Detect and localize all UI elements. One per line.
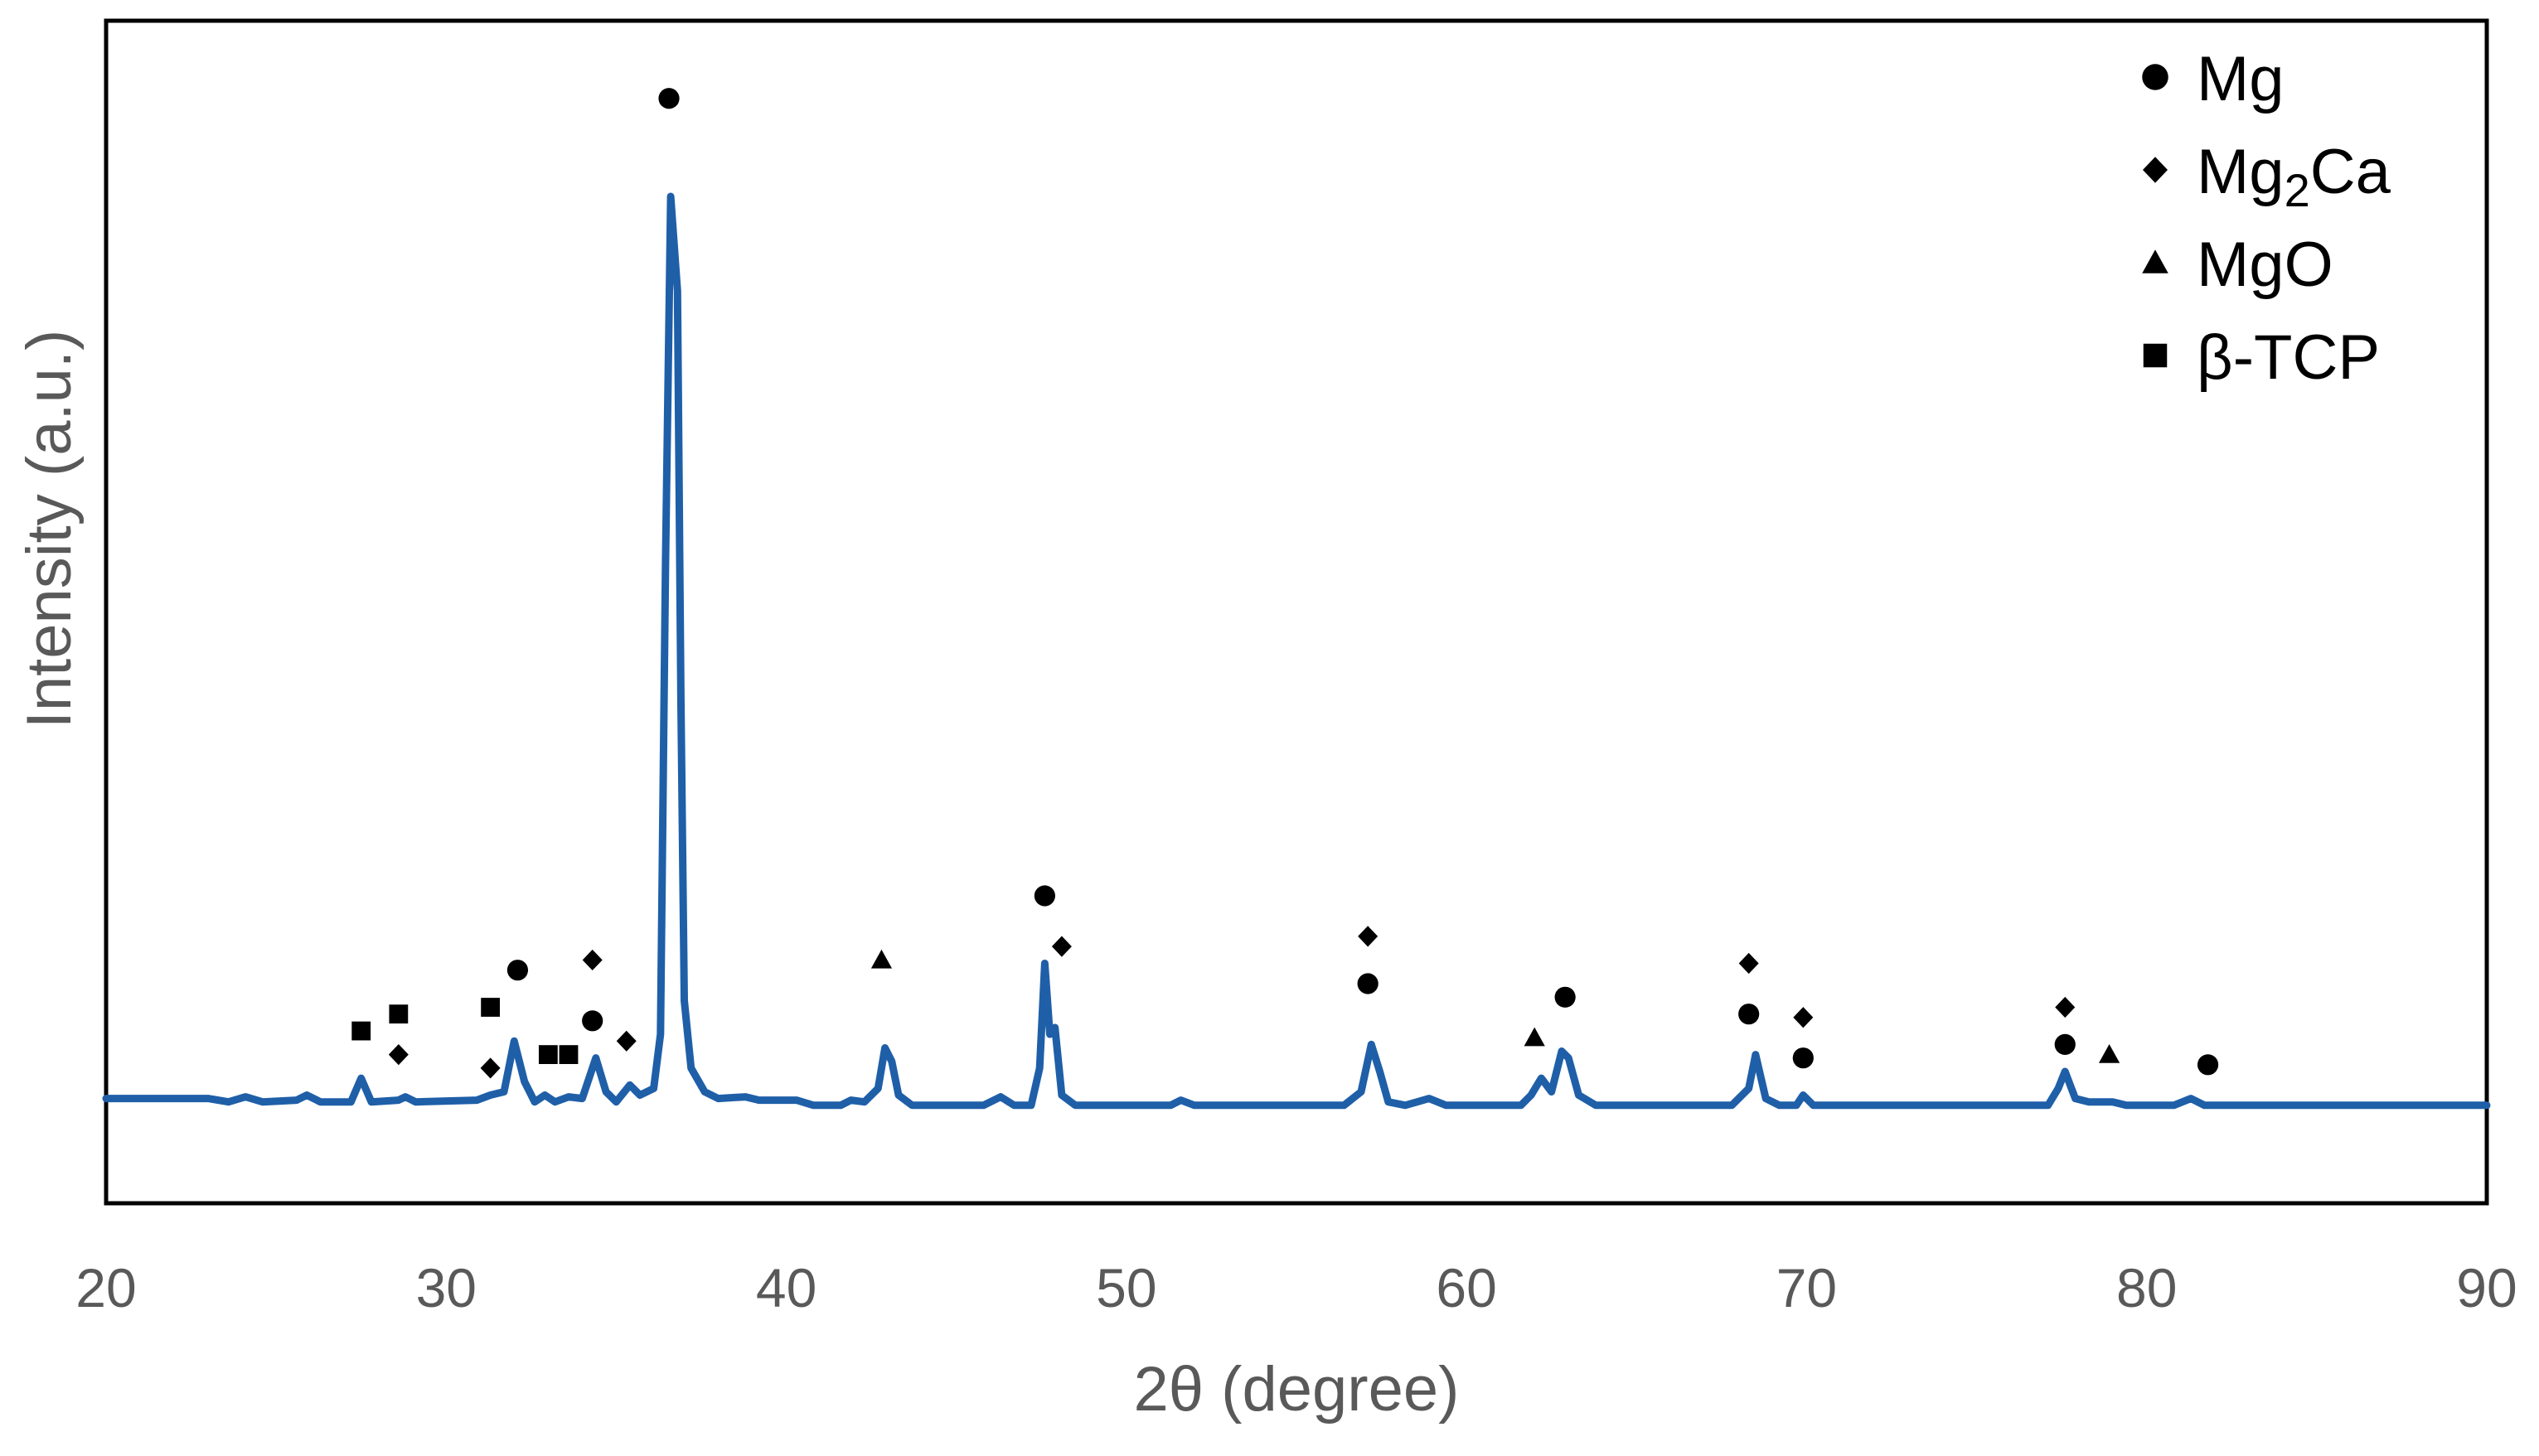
peak-marker-circle-icon [582, 1010, 603, 1032]
y-axis-title: Intensity (a.u.) [14, 330, 85, 729]
x-tick-labels: 20 30 40 50 60 70 80 90 [75, 1257, 2517, 1318]
x-axis-title: 2θ (degree) [1134, 1354, 1460, 1425]
peak-marker-triangle-icon [2098, 1044, 2120, 1063]
series-layer [102, 192, 2491, 1110]
legend-item-MgO: MgO [2142, 230, 2333, 300]
x-tick-label: 40 [756, 1257, 816, 1318]
legend-circle-icon [2142, 64, 2168, 90]
peak-marker-square-icon [481, 998, 501, 1017]
peak-marker-diamond-icon [1793, 1007, 1814, 1028]
peak-marker-diamond-icon [2055, 996, 2076, 1018]
x-tick-label: 30 [416, 1257, 477, 1318]
legend-label: MgO [2197, 230, 2333, 300]
peak-marker-square-icon [351, 1021, 371, 1041]
legend: Mg Mg2Ca MgO β-TCP [2142, 44, 2391, 393]
peak-marker-square-icon [559, 1045, 579, 1065]
peak-marker-diamond-icon [582, 949, 603, 971]
legend-label: Mg2Ca [2197, 137, 2391, 216]
peak-marker-circle-icon [1738, 1004, 1760, 1025]
x-tick-label: 70 [1776, 1257, 1837, 1318]
peak-marker-circle-icon [658, 88, 680, 109]
peak-marker-circle-icon [1034, 885, 1055, 907]
legend-square-icon [2143, 343, 2168, 368]
peak-marker-diamond-icon [1051, 936, 1072, 957]
peak-marker-triangle-icon [870, 949, 893, 969]
legend-item-Mg2Ca: Mg2Ca [2143, 137, 2391, 216]
peak-marker-diamond-icon [388, 1044, 409, 1066]
legend-triangle-icon [2142, 249, 2168, 273]
series-line-0 [102, 192, 2491, 1110]
peak-marker-layer [351, 88, 2219, 1079]
peak-marker-circle-icon [506, 960, 529, 981]
peak-marker-circle-icon [1554, 986, 1576, 1008]
legend-label: Mg [2197, 44, 2285, 114]
legend-label: β-TCP [2197, 322, 2380, 393]
plot-frame [104, 18, 2489, 1206]
peak-marker-circle-icon [2054, 1033, 2076, 1055]
peak-marker-circle-icon [2197, 1054, 2219, 1076]
peak-marker-diamond-icon [1738, 952, 1759, 975]
legend-diamond-icon [2143, 157, 2168, 183]
x-tick-label: 50 [1096, 1257, 1156, 1318]
legend-item-β-TCP: β-TCP [2143, 322, 2380, 393]
x-tick-label: 90 [2456, 1257, 2517, 1318]
x-tick-label: 80 [2116, 1257, 2177, 1318]
x-tick-label: 20 [75, 1257, 136, 1318]
peak-marker-diamond-icon [1358, 926, 1379, 947]
legend-item-Mg: Mg [2142, 44, 2285, 114]
x-tick-label: 60 [1436, 1257, 1496, 1318]
peak-marker-triangle-icon [1524, 1027, 1545, 1047]
peak-marker-circle-icon [1792, 1047, 1814, 1069]
peak-marker-square-icon [389, 1004, 409, 1024]
peak-marker-diamond-icon [480, 1057, 501, 1079]
peak-marker-circle-icon [1357, 973, 1379, 994]
peak-marker-square-icon [538, 1045, 558, 1065]
peak-marker-diamond-icon [616, 1030, 637, 1052]
